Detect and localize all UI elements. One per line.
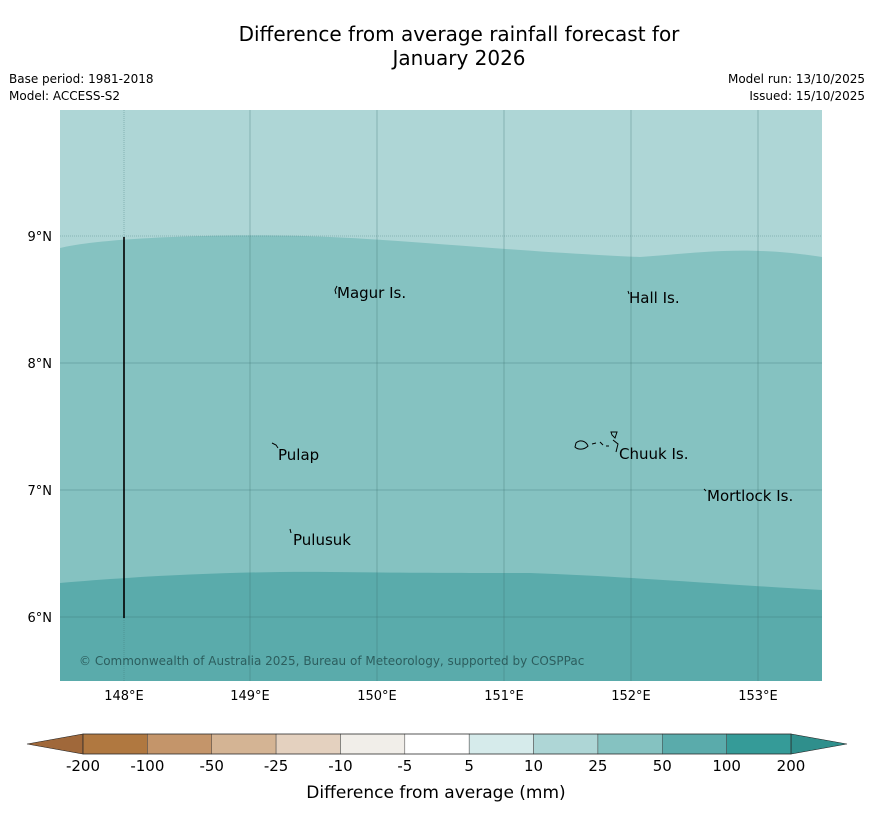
zone-50-100 — [60, 571, 822, 681]
place-pulusuk: Pulusuk — [293, 531, 351, 549]
colorbar-tick-label: -5 — [397, 757, 412, 775]
pulap-island-shape — [271, 442, 279, 449]
colorbar-tick-label: 100 — [712, 757, 741, 775]
colorbar-segment — [275, 733, 341, 755]
model-run-text: Model run: 13/10/2025 — [727, 72, 865, 86]
chart-title: Difference from average rainfall forecas… — [0, 22, 873, 70]
colorbar-tick-label: -25 — [264, 757, 289, 775]
colorbar-label: Difference from average (mm) — [306, 783, 565, 803]
colorbar-segment — [404, 733, 470, 755]
gridlines — [60, 110, 822, 681]
issued-text: Issued: 15/10/2025 — [749, 89, 865, 103]
lon-label-153: 153°E — [738, 689, 778, 704]
colorbar-tick-label: 50 — [653, 757, 672, 775]
lon-label-150: 150°E — [357, 689, 397, 704]
colorbar-tick-label: -100 — [130, 757, 164, 775]
chuuk-lagoon-shape — [574, 431, 619, 453]
colorbar: -200 -100 -50 -25 -10 -5 5 10 25 50 100 200 Differe… — [26, 733, 848, 803]
pulusuk-island-shape — [289, 528, 292, 534]
mortlock-island-shape — [703, 488, 707, 492]
title-line-2: January 2026 — [392, 46, 526, 70]
colorbar-tick-label: -50 — [199, 757, 224, 775]
place-magur: Magur Is. — [337, 284, 406, 302]
lon-label-149: 149°E — [230, 689, 270, 704]
island-shapes — [271, 285, 707, 534]
colorbar-tick-label: 10 — [524, 757, 543, 775]
magur-island-shape — [334, 285, 338, 295]
colorbar-frame — [82, 733, 792, 755]
lat-label-6: 6°N — [28, 611, 53, 626]
colorbar-segment — [533, 733, 599, 755]
colorbar-tick-label: 25 — [588, 757, 607, 775]
lat-label-9: 9°N — [28, 230, 53, 245]
model-text: Model: ACCESS-S2 — [9, 89, 121, 103]
lat-label-7: 7°N — [28, 484, 53, 499]
place-chuuk: Chuuk Is. — [619, 445, 688, 463]
copyright-text: © Commonwealth of Australia 2025, Bureau… — [79, 654, 584, 668]
base-period-text: Base period: 1981-2018 — [9, 72, 154, 86]
place-hall: Hall Is. — [629, 289, 680, 307]
colorbar-segment — [726, 733, 792, 755]
colorbar-under-arrow — [26, 733, 84, 755]
colorbar-segment — [597, 733, 663, 755]
hall-island-shape — [627, 290, 630, 295]
title-line-1: Difference from average rainfall forecas… — [238, 22, 680, 46]
place-pulap: Pulap — [278, 446, 319, 464]
colorbar-over-arrow — [790, 733, 848, 755]
meta-left: Base period: 1981-2018 Model: ACCESS-S2 — [9, 71, 154, 105]
colorbar-tick-label: 5 — [464, 757, 474, 775]
colorbar-segment — [82, 733, 148, 755]
colorbar-segment — [340, 733, 406, 755]
colorbar-segment — [147, 733, 212, 755]
lon-label-151: 151°E — [484, 689, 524, 704]
colorbar-tick-label: 200 — [777, 757, 806, 775]
colorbar-tick-label: -10 — [328, 757, 353, 775]
lat-label-8: 8°N — [28, 357, 53, 372]
colorbar-tick-label: -200 — [66, 757, 100, 775]
lon-label-148: 148°E — [104, 689, 144, 704]
colorbar-segment — [468, 733, 534, 755]
colorbar-segment — [662, 733, 727, 755]
place-mortlock: Mortlock Is. — [707, 487, 793, 505]
lon-label-152: 152°E — [611, 689, 651, 704]
zone-25-50 — [60, 235, 822, 681]
meta-right: Model run: 13/10/2025 Issued: 15/10/2025 — [728, 71, 865, 105]
colorbar-segment — [211, 733, 277, 755]
